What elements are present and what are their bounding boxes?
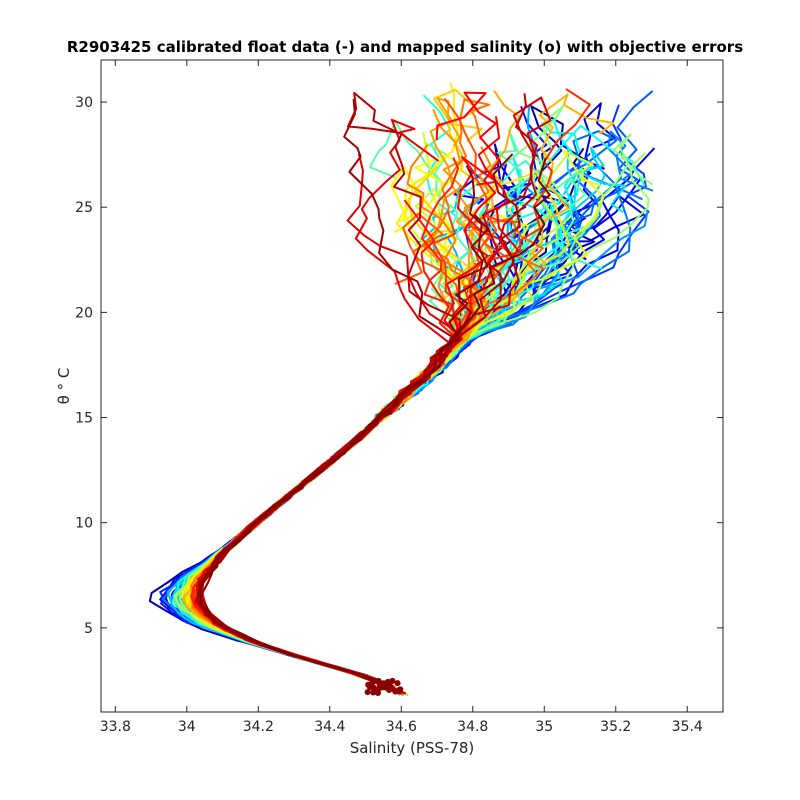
mapped-salinity-marker — [370, 689, 377, 696]
profile-line — [199, 157, 551, 689]
y-tick-label: 20 — [75, 305, 93, 321]
mapped-salinity-marker — [376, 685, 383, 692]
y-axis-label: θ ° C — [55, 368, 73, 405]
x-tick-label: 35.2 — [600, 719, 631, 735]
mapped-salinity-marker — [396, 686, 403, 693]
profile-lines — [148, 82, 656, 697]
x-tick-label: 33.8 — [100, 719, 131, 735]
mapped-salinity-marker — [394, 680, 401, 687]
x-tick-label: 34.4 — [314, 719, 345, 735]
axes-box — [100, 59, 724, 713]
x-tick-label: 34.6 — [386, 719, 417, 735]
x-tick-label: 34.8 — [457, 719, 488, 735]
mapped-salinity-marker — [375, 677, 382, 684]
x-axis-label: Salinity (PSS-78) — [350, 739, 475, 757]
chart-title: R2903425 calibrated float data (-) and m… — [67, 38, 743, 56]
y-tick-label: 10 — [75, 516, 93, 532]
mapped-salinity-marker — [375, 690, 382, 697]
x-tick-label: 35.4 — [672, 719, 703, 735]
mapped-salinity-marker — [384, 678, 391, 685]
mapped-salinity-marker — [364, 689, 371, 696]
x-tick-label: 34 — [178, 719, 196, 735]
mapped-salinity-marker — [370, 678, 377, 685]
x-ticks: 33.8 34 34.2 34.4 34.6 34.8 35 35.2 35.4 — [100, 60, 703, 735]
y-ticks: 5 10 15 20 25 30 — [75, 95, 723, 637]
y-tick-label: 5 — [84, 621, 93, 637]
x-tick-label: 35 — [535, 719, 553, 735]
y-tick-label: 15 — [75, 411, 93, 427]
mapped-salinity-marker — [386, 686, 393, 693]
y-tick-label: 25 — [75, 200, 93, 216]
x-tick-label: 34.2 — [243, 719, 274, 735]
y-tick-label: 30 — [75, 95, 93, 111]
